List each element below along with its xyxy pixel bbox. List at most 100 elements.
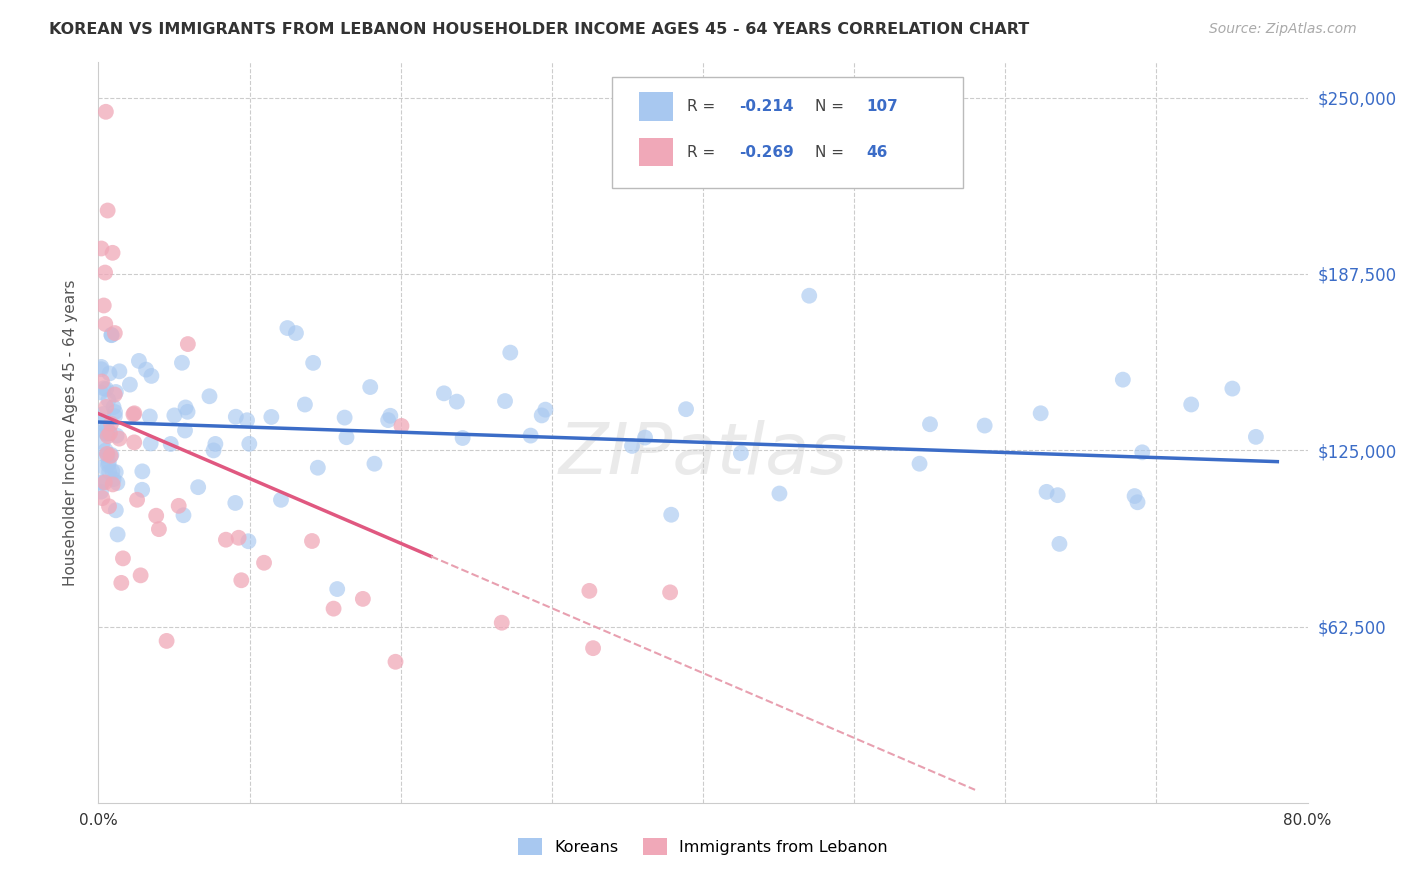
Point (294, 398, 316, 412)
Point (118, 377, 141, 392)
Point (108, 364, 131, 378)
Point (94, 424, 117, 438)
Point (301, 534, 323, 549)
Point (799, 289, 821, 303)
Point (322, 601, 344, 615)
Text: -0.214: -0.214 (740, 99, 794, 114)
Point (177, 337, 200, 351)
Point (176, 405, 198, 419)
Point (131, 464, 153, 478)
Point (98, 500, 121, 514)
Point (104, 465, 127, 479)
Point (90, 416, 112, 430)
Point (111, 551, 134, 566)
Point (451, 431, 474, 445)
Point (90, 484, 112, 499)
Point (225, 409, 247, 424)
Point (94, 443, 117, 458)
Point (174, 424, 197, 438)
Point (534, 402, 557, 417)
Point (90, 242, 112, 256)
Point (97, 456, 120, 470)
Point (103, 472, 125, 486)
Point (621, 439, 644, 453)
Point (198, 389, 221, 403)
Point (159, 437, 181, 451)
Point (1123, 489, 1146, 503)
Point (91, 475, 114, 490)
Point (91, 375, 114, 389)
Point (519, 428, 541, 442)
Point (391, 418, 413, 433)
Point (238, 437, 260, 451)
Text: Source: ZipAtlas.com: Source: ZipAtlas.com (1209, 22, 1357, 37)
Point (384, 655, 406, 669)
Point (167, 499, 190, 513)
Point (100, 327, 122, 342)
Point (276, 321, 298, 335)
Point (104, 326, 127, 340)
Point (98, 426, 121, 441)
Point (104, 405, 127, 419)
Point (307, 460, 329, 475)
Point (105, 475, 128, 490)
Point (96, 382, 118, 396)
Point (236, 413, 259, 427)
Point (124, 406, 146, 420)
Point (107, 527, 129, 541)
Point (104, 387, 127, 401)
Point (91, 407, 114, 421)
Text: -0.269: -0.269 (740, 145, 794, 160)
Point (96, 400, 118, 414)
Point (91, 491, 114, 505)
Point (1222, 382, 1244, 396)
Point (110, 575, 132, 590)
Text: ZIPatlas: ZIPatlas (558, 420, 848, 490)
Point (100, 449, 122, 463)
Point (260, 409, 283, 424)
Point (122, 407, 145, 421)
Point (363, 457, 385, 471)
Point (228, 531, 250, 545)
Point (1112, 373, 1135, 387)
Point (578, 583, 600, 598)
Point (148, 522, 170, 536)
Point (94, 104, 117, 119)
Point (98, 426, 121, 441)
Point (973, 418, 995, 433)
Point (100, 417, 122, 431)
Point (494, 394, 516, 409)
Point (204, 437, 226, 451)
Point (139, 436, 162, 450)
Text: 107: 107 (866, 99, 898, 114)
Point (94, 449, 117, 463)
Point (170, 356, 193, 370)
Text: N =: N = (815, 99, 849, 114)
Point (90, 475, 112, 489)
Point (1126, 495, 1149, 509)
Text: 46: 46 (866, 145, 887, 160)
Point (215, 533, 238, 547)
Point (91, 435, 114, 450)
Point (675, 402, 697, 417)
Point (377, 413, 399, 427)
Point (238, 534, 260, 549)
Point (104, 384, 127, 399)
Point (446, 394, 468, 409)
Point (433, 386, 456, 401)
Point (139, 409, 162, 424)
Bar (638, 137, 673, 167)
Point (530, 409, 553, 423)
Point (231, 574, 253, 588)
Text: KOREAN VS IMMIGRANTS FROM LEBANON HOUSEHOLDER INCOME AGES 45 - 64 YEARS CORRELAT: KOREAN VS IMMIGRANTS FROM LEBANON HOUSEH… (49, 22, 1029, 37)
Point (768, 486, 790, 500)
Point (93, 381, 115, 395)
Point (1035, 484, 1057, 499)
Point (499, 345, 522, 359)
Point (302, 356, 325, 370)
Text: R =: R = (688, 145, 720, 160)
Point (730, 446, 752, 460)
Point (98, 367, 121, 381)
Point (659, 585, 682, 599)
Point (97, 448, 120, 462)
